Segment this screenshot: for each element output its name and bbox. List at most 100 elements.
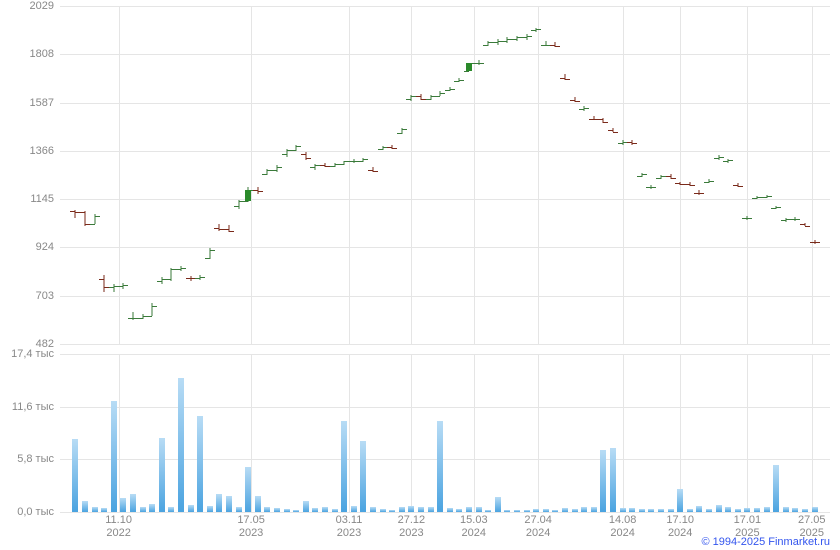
volume-bar (380, 509, 386, 512)
volume-bar (245, 467, 251, 512)
volume-bar (437, 421, 443, 512)
volume-gridline-v (812, 354, 813, 512)
price-gridline-h (60, 199, 830, 200)
volume-bar (466, 507, 472, 512)
volume-bar (101, 508, 107, 512)
volume-bar (456, 509, 462, 512)
price-gridline-h (60, 296, 830, 297)
volume-bar (764, 507, 770, 512)
volume-bar (668, 509, 674, 512)
volume-bar (783, 507, 789, 512)
price-y-label: 1587 (30, 97, 60, 109)
x-axis-label: 11.102022 (105, 514, 132, 540)
x-axis-label: 03.112023 (336, 514, 363, 540)
volume-gridline-v (623, 354, 624, 512)
volume-bar (341, 421, 347, 512)
price-gridline-h (60, 54, 830, 55)
volume-bar (514, 510, 520, 512)
volume-gridline-h (60, 512, 830, 513)
volume-bar (476, 507, 482, 512)
price-gridline-v (747, 6, 748, 344)
price-gridline-v (812, 6, 813, 344)
volume-bar (351, 506, 357, 512)
price-gridline-h (60, 151, 830, 152)
copyright-text: © 1994-2025 Finmarket.ru (701, 536, 830, 548)
volume-bar (418, 507, 424, 512)
volume-bar (92, 507, 98, 512)
price-gridline-v (411, 6, 412, 344)
volume-bar (284, 509, 290, 512)
price-panel: 48270392411451366158718082029 (60, 6, 830, 344)
volume-gridline-v (349, 354, 350, 512)
volume-bar (207, 506, 213, 512)
volume-gridline-v (538, 354, 539, 512)
volume-bar (581, 507, 587, 512)
volume-bar (255, 496, 261, 512)
price-gridline-v (474, 6, 475, 344)
price-y-label: 2029 (30, 0, 60, 12)
x-axis-label: 27.122023 (398, 514, 426, 540)
volume-gridline-h (60, 354, 830, 355)
volume-bar (264, 507, 270, 512)
volume-bar (629, 508, 635, 512)
volume-gridline-v (251, 354, 252, 512)
volume-bar (696, 506, 702, 512)
volume-bar (600, 450, 606, 512)
price-gridline-v (623, 6, 624, 344)
volume-bar (322, 507, 328, 512)
volume-bar (552, 510, 558, 512)
volume-bar (226, 496, 232, 512)
volume-bar (149, 504, 155, 512)
volume-bar (236, 507, 242, 512)
volume-bar (168, 507, 174, 512)
volume-bar (812, 507, 818, 512)
volume-bar (744, 508, 750, 512)
volume-bar (658, 509, 664, 512)
candle-body (466, 63, 472, 71)
volume-bar (610, 448, 616, 512)
chart-root: 48270392411451366158718082029 0,0 тыс5,8… (0, 0, 840, 550)
x-axis-label: 17.052023 (237, 514, 265, 540)
volume-bar (197, 416, 203, 512)
volume-bar (82, 501, 88, 512)
volume-bar (399, 507, 405, 512)
volume-bar (648, 509, 654, 512)
volume-bar (130, 494, 136, 512)
price-y-label: 1145 (30, 193, 60, 205)
volume-gridline-h (60, 459, 830, 460)
volume-panel: 0,0 тыс5,8 тыс11,6 тыс17,4 тыс (60, 354, 830, 512)
volume-bar (485, 510, 491, 512)
price-gridline-h (60, 247, 830, 248)
volume-bar (111, 401, 117, 512)
volume-bar (773, 465, 779, 512)
volume-y-label: 5,8 тыс (17, 453, 60, 465)
volume-bar (312, 508, 318, 512)
volume-bar (216, 494, 222, 512)
volume-bar (725, 507, 731, 512)
volume-bar (447, 508, 453, 512)
volume-bar (802, 509, 808, 512)
volume-bar (303, 501, 309, 512)
volume-gridline-v (680, 354, 681, 512)
volume-bar (72, 439, 78, 512)
volume-bar (140, 507, 146, 512)
volume-bar (591, 507, 597, 512)
volume-bar (639, 509, 645, 512)
volume-y-label: 17,4 тыс (11, 348, 60, 360)
price-gridline-v (349, 6, 350, 344)
volume-bar (735, 509, 741, 512)
volume-bar (572, 509, 578, 512)
volume-bar (687, 509, 693, 512)
volume-bar (360, 441, 366, 512)
volume-bar (620, 508, 626, 512)
volume-bar (792, 508, 798, 512)
candle-body (245, 190, 251, 201)
x-axis-label: 14.082024 (609, 514, 637, 540)
volume-gridline-v (747, 354, 748, 512)
x-axis-label: 15.032024 (460, 514, 488, 540)
x-axis-label: 17.102024 (666, 514, 694, 540)
volume-bar (543, 509, 549, 512)
volume-gridline-v (119, 354, 120, 512)
price-gridline-h (60, 6, 830, 7)
volume-bar (716, 505, 722, 512)
